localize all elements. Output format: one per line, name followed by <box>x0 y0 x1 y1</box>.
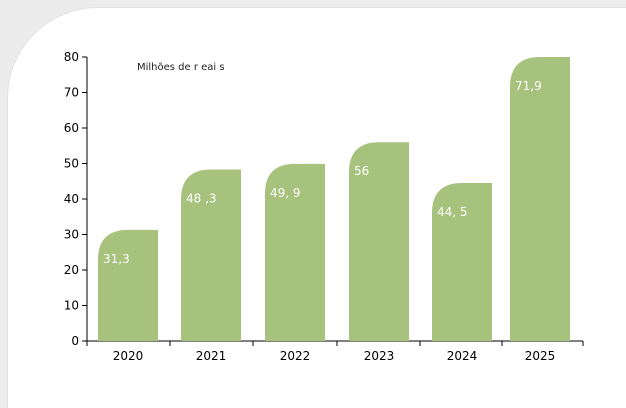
x-tick-label-2021: 2021 <box>196 349 227 363</box>
bar-2021 <box>181 169 241 341</box>
revenue-bar-chart: 0 10 20 30 40 50 60 70 80 2020 2021 2022 2023 2024 202… <box>64 50 584 363</box>
y-tick-label: 70 <box>64 86 79 100</box>
data-label-2022: 49, 9 <box>270 186 301 200</box>
data-label-2025: 71,9 <box>515 79 542 93</box>
unit-label: Milhões de r eai s <box>137 62 225 73</box>
y-tick-label: 40 <box>64 192 79 206</box>
data-label-2024: 44, 5 <box>437 205 468 219</box>
x-tick-label-2022: 2022 <box>280 349 311 363</box>
data-label-2023: 56 <box>354 164 369 178</box>
bar-2024 <box>432 183 492 341</box>
bar-2023 <box>349 142 409 341</box>
y-tick-label: 60 <box>64 121 79 135</box>
x-tick-label-2024: 2024 <box>447 349 478 363</box>
data-label-2021: 48 ,3 <box>186 192 217 206</box>
x-tick-label-2023: 2023 <box>364 349 395 363</box>
y-tick-label: 20 <box>64 263 79 277</box>
bar-2020 <box>98 229 158 341</box>
bar-2025 <box>510 57 570 341</box>
y-tick-label: 10 <box>64 299 79 313</box>
y-tick-label: 80 <box>64 50 79 64</box>
y-tick-label: 50 <box>64 157 79 171</box>
chart-axes: 0 10 20 30 40 50 60 70 80 2020 2021 2022 2023 2024 202… <box>64 50 584 363</box>
bar-2022 <box>265 163 325 341</box>
y-tick-label: 0 <box>71 334 79 348</box>
x-tick-label-2025: 2025 <box>525 349 556 363</box>
y-tick-label: 30 <box>64 228 79 242</box>
data-label-2020: 31,3 <box>103 252 130 266</box>
x-tick-label-2020: 2020 <box>113 349 144 363</box>
chart-bars: 31,3 48 ,3 49, 9 56 44, 5 71,9 <box>98 57 570 341</box>
